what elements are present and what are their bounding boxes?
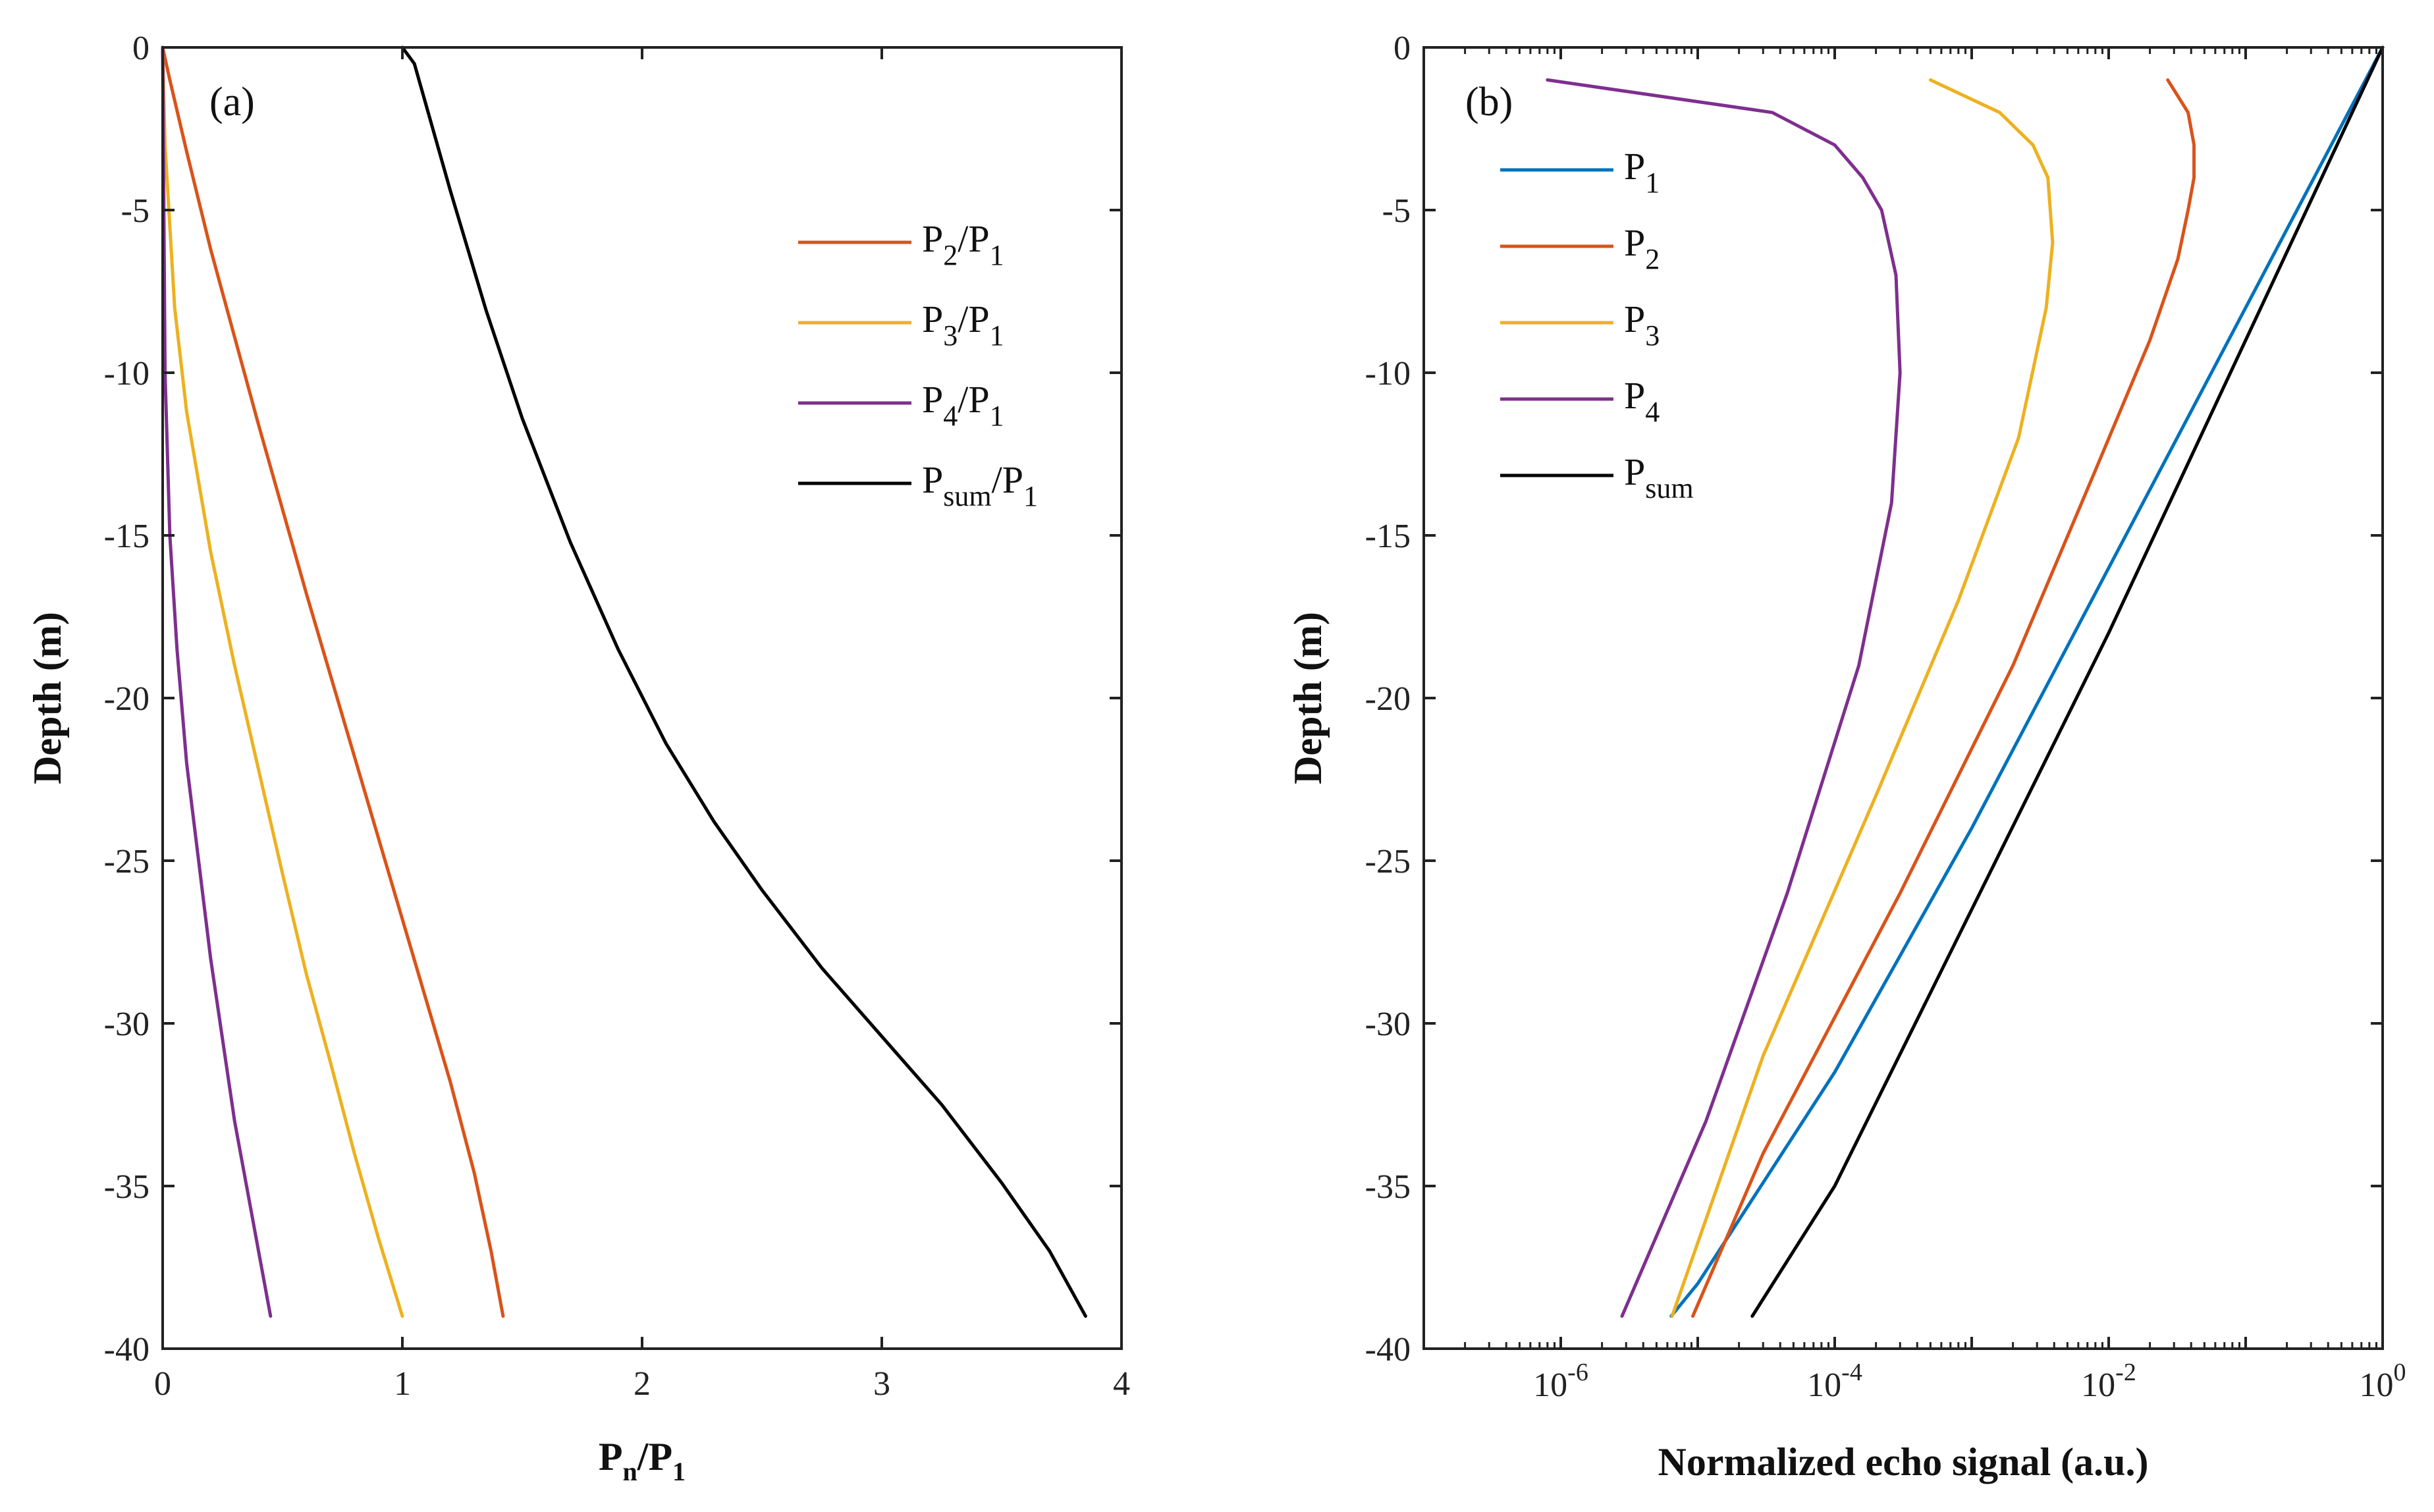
panel-a-y-tick-label: 0 — [132, 30, 149, 67]
x-title-sub2: 1 — [672, 1457, 686, 1486]
panel-a-y-axis-title: Depth (m) — [26, 612, 69, 784]
panel-a-y-tick-label: -40 — [104, 1331, 149, 1368]
panel-b-y-tick-label: -15 — [1365, 518, 1411, 555]
panel-b-x-tick-label: 10-4 — [1807, 1359, 1862, 1404]
panel-a-x-axis-title: Pn/P1 — [599, 1435, 686, 1486]
legend-label-p4: P4 — [1624, 374, 1660, 428]
legend-label-p3: P3 — [1624, 298, 1660, 352]
series-line-p3 — [1670, 78, 2055, 1318]
panel-b-y-tick-label: -30 — [1365, 1006, 1411, 1043]
panel-a-y-tick-label: -15 — [104, 518, 149, 555]
panel-b-plot-area — [1546, 45, 2385, 1318]
panel-b-y-tick-label: 0 — [1393, 30, 1411, 67]
panel-a: 0-5-10-15-20-25-30-35-400 1 2 3 4 (a) Depth … — [26, 30, 1130, 1486]
legend-label-psum-over-p1: Psum/P1 — [922, 458, 1038, 512]
panel-a-x-tick-label: 1 — [394, 1365, 411, 1403]
panel-b-legend: P1 P2 P3 P4 Psum — [1500, 145, 1694, 504]
x-title-slash: /P — [637, 1435, 672, 1478]
series-line-psum — [1750, 45, 2385, 1318]
panel-a-axes: 0-5-10-15-20-25-30-35-400 1 2 3 4 — [104, 30, 1130, 1403]
panel-b-x-tick-label: 10-2 — [2081, 1359, 2136, 1404]
panel-a-x-tick-label: 2 — [634, 1365, 651, 1403]
panel-b-y-tick-label: -35 — [1365, 1168, 1411, 1206]
series-line-p4 — [1546, 78, 1902, 1318]
panel-b-x-axis-title: Normalized echo signal (a.u.) — [1658, 1440, 2149, 1484]
panel-b-y-tick-label: -5 — [1382, 192, 1411, 230]
legend-label-p3-over-p1: P3/P1 — [922, 298, 1004, 352]
panel-b-x-tick-label: 10-6 — [1533, 1359, 1588, 1404]
legend-label-p1: P1 — [1624, 145, 1660, 199]
panel-b-frame — [1422, 46, 2384, 1350]
panel-b-axes: 0 -5 -10 -15 -20 -25 -30 -35 -40 10-6 10-4 10-2 100 — [1365, 30, 2406, 1404]
panel-a-x-tick-label: 3 — [873, 1365, 890, 1403]
panel-a-y-tick-label: -10 — [104, 355, 149, 392]
panel-a-x-tick-label: 4 — [1113, 1365, 1130, 1403]
panel-b-y-tick-label: -25 — [1365, 843, 1411, 880]
panel-a-y-tick-label: -30 — [104, 1006, 149, 1043]
panel-b-y-tick-label: -40 — [1365, 1331, 1411, 1368]
panel-a-y-tick-label: -5 — [121, 192, 149, 230]
panel-b-y-tick-label: -20 — [1365, 680, 1411, 718]
legend-label-p4-over-p1: P4/P1 — [922, 378, 1004, 432]
panel-a-y-tick-label: -20 — [104, 680, 149, 718]
panel-a-x-tick-label: 0 — [154, 1365, 171, 1403]
series-line-p3-over-p1 — [161, 45, 404, 1318]
series-line-p4-over-p1 — [161, 45, 273, 1318]
panel-a-plot-area — [161, 45, 1087, 1318]
panel-a-legend: P2/P1 P3/P1 P4/P1 Psum/P1 — [798, 217, 1038, 512]
panel-b-y-tick-label: -10 — [1365, 355, 1411, 392]
legend-label-psum: Psum — [1624, 450, 1694, 504]
legend-label-p2-over-p1: P2/P1 — [922, 217, 1004, 271]
series-line-p2-over-p1 — [161, 45, 505, 1318]
series-line-psum-over-p1 — [400, 45, 1087, 1318]
panel-b-x-tick-label: 100 — [2360, 1359, 2406, 1404]
panel-a-y-tick-label: -25 — [104, 843, 149, 880]
panel-b-label: (b) — [1465, 80, 1513, 124]
x-title-sub: n — [623, 1457, 637, 1486]
series-line-p2 — [1691, 78, 2196, 1318]
legend-label-p2: P2 — [1624, 221, 1660, 275]
panel-b-y-axis-title: Depth (m) — [1286, 612, 1330, 784]
series-line-p1 — [1669, 45, 2385, 1318]
x-title-main: P — [599, 1435, 623, 1478]
panel-a-label: (a) — [209, 80, 255, 124]
panel-a-y-tick-label: -35 — [104, 1168, 149, 1206]
